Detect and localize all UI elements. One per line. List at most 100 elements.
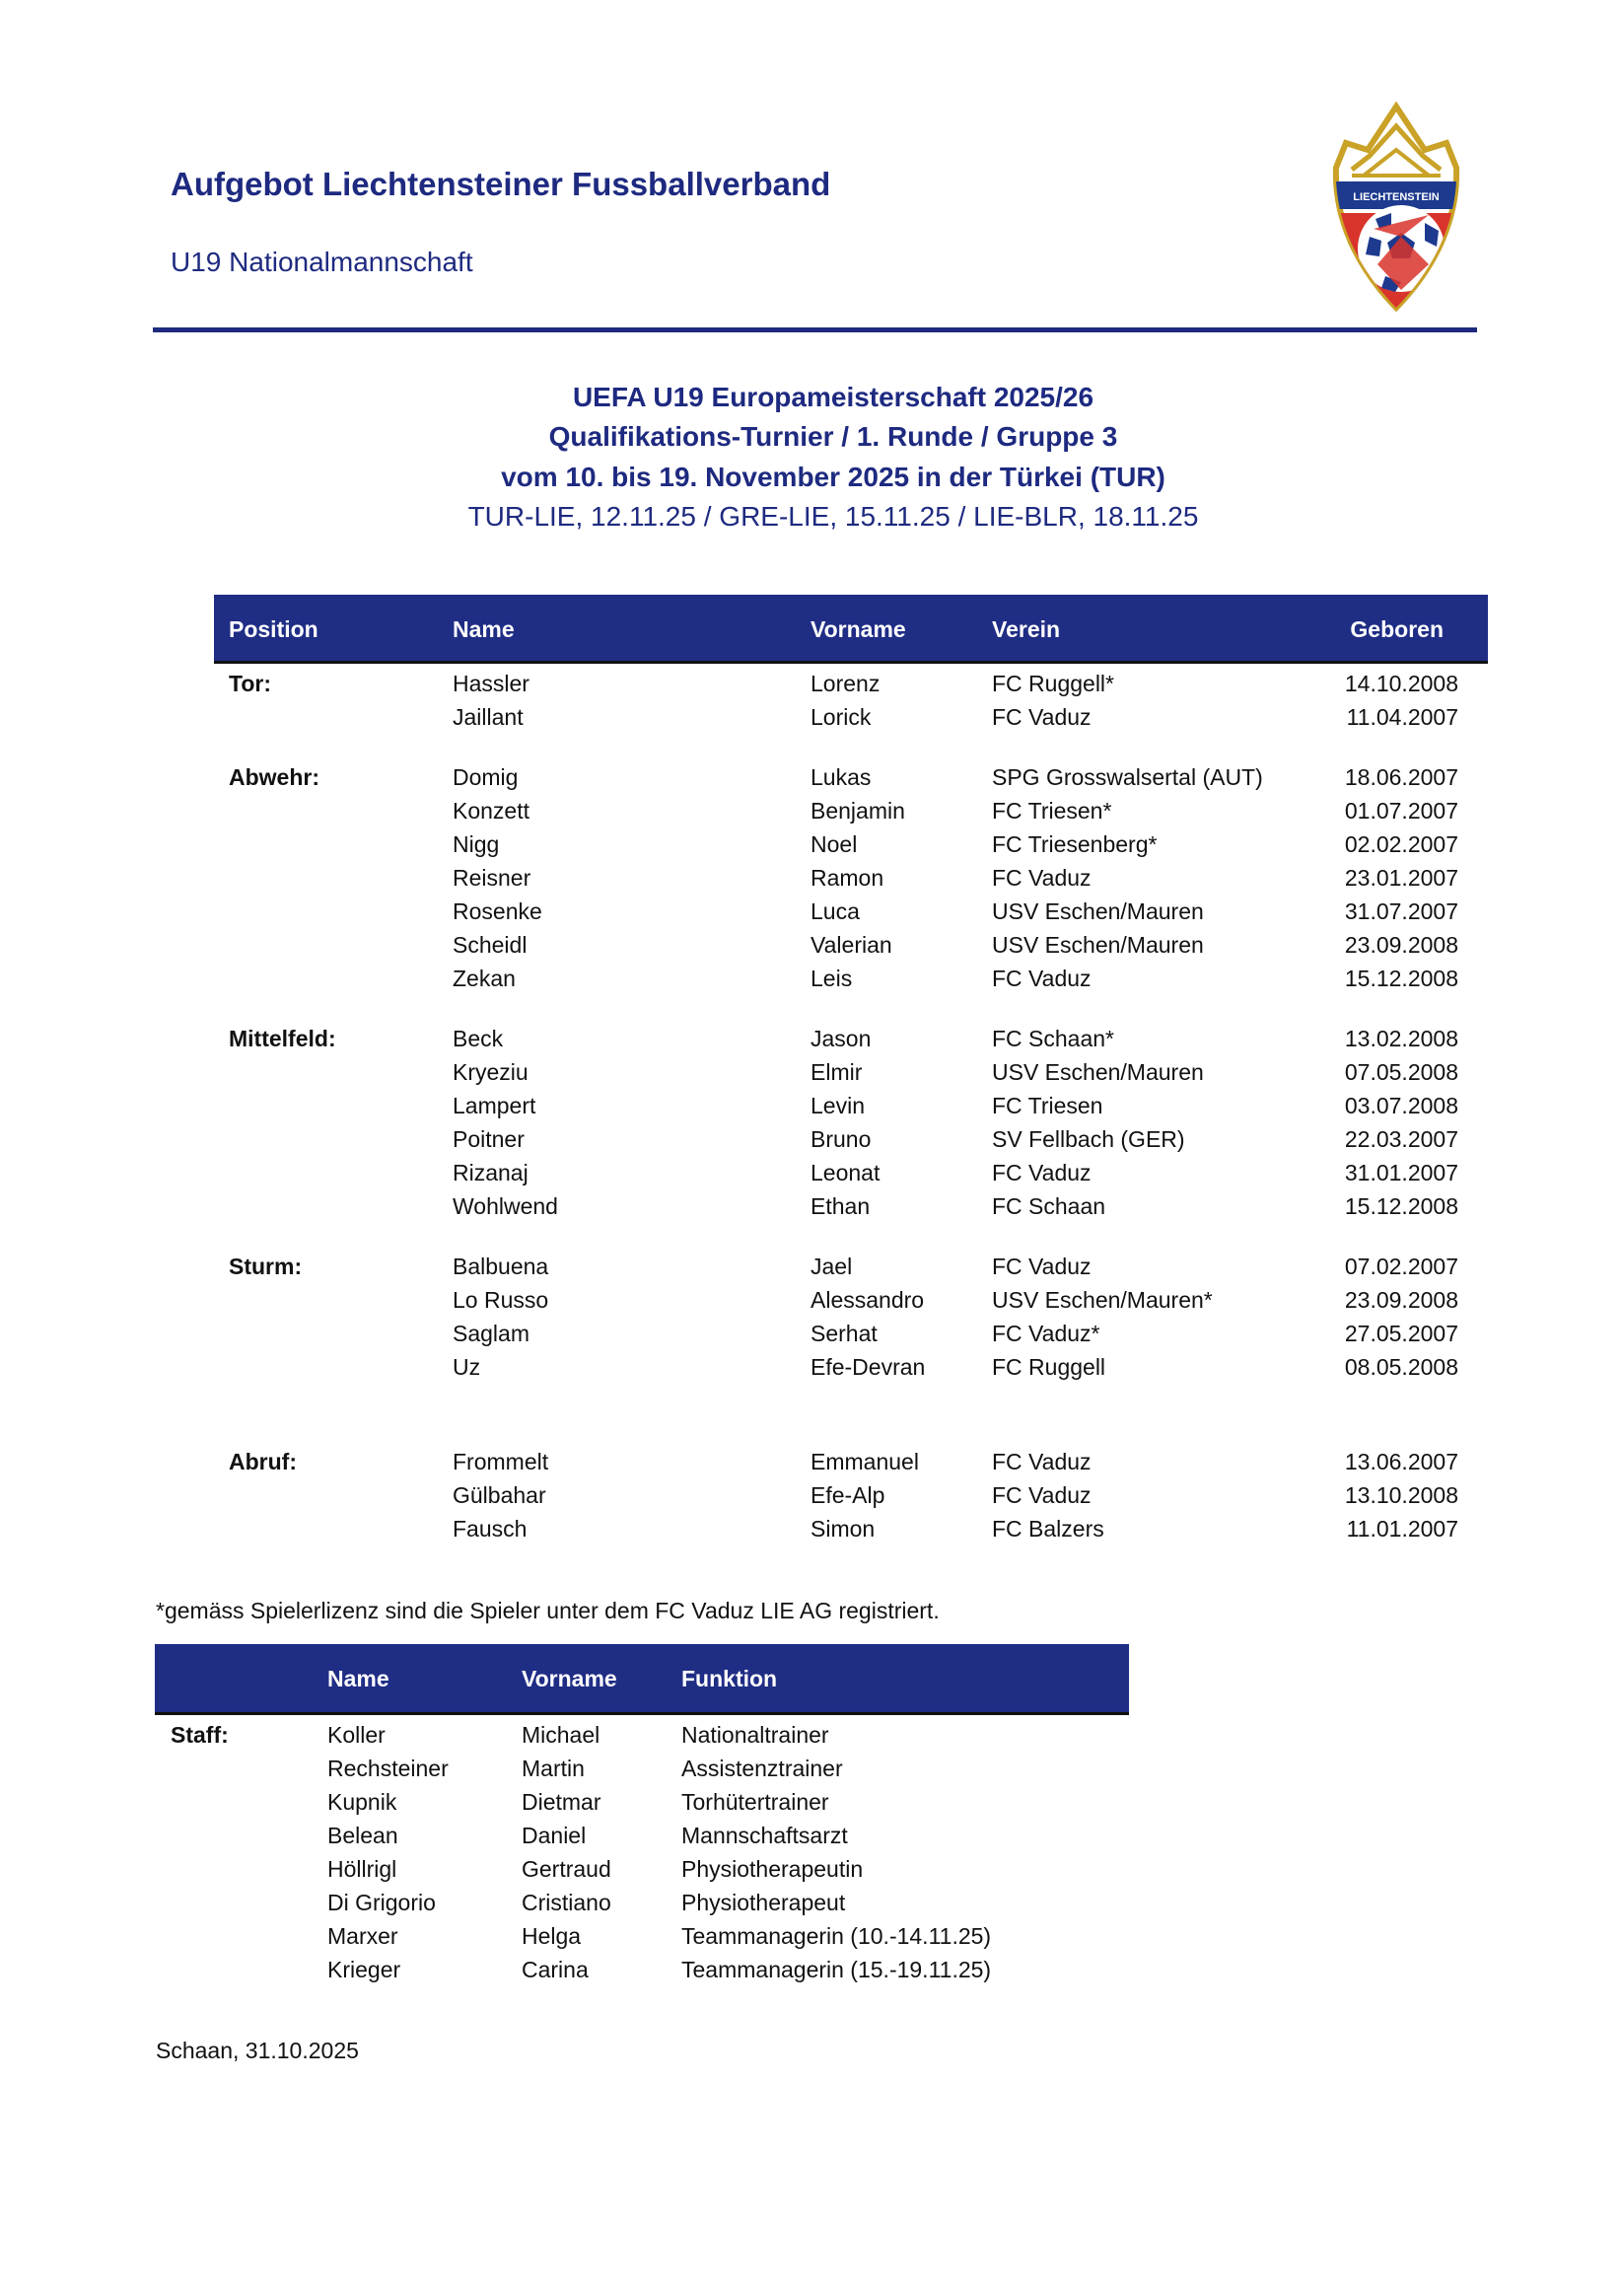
- player-name: Balbuena: [453, 1254, 549, 1279]
- player-club: FC Vaduz*: [992, 1321, 1100, 1346]
- table-row: Nigg Noel FC Triesenberg* 02.02.2007: [214, 827, 1488, 861]
- player-name: Kryeziu: [453, 1059, 529, 1085]
- player-club: FC Triesen*: [992, 798, 1112, 824]
- player-firstname: Lukas: [811, 764, 872, 790]
- player-birthdate: 15.12.2008: [1344, 1193, 1458, 1219]
- table-row: Lampert Levin FC Triesen 03.07.2008: [214, 1089, 1488, 1122]
- player-club: FC Triesenberg*: [992, 831, 1158, 857]
- table-row: Staff: Koller Michael Nationaltrainer: [155, 1718, 1129, 1752]
- player-firstname: Valerian: [811, 932, 892, 958]
- player-name: Rizanaj: [453, 1160, 529, 1185]
- page-title: Aufgebot Liechtensteiner Fussballverband: [171, 166, 831, 202]
- staff-firstname: Dietmar: [522, 1789, 601, 1815]
- player-firstname: Leonat: [811, 1160, 881, 1185]
- player-club: USV Eschen/Mauren: [992, 1059, 1204, 1085]
- staff-table-header: Name Vorname Funktion: [155, 1644, 1129, 1715]
- col-geboren: Geboren: [1350, 616, 1444, 642]
- staff-name: Rechsteiner: [327, 1756, 449, 1781]
- staff-function: Nationaltrainer: [681, 1722, 829, 1748]
- player-club: FC Schaan*: [992, 1026, 1115, 1051]
- table-row: Kryeziu Elmir USV Eschen/Mauren 07.05.2008: [214, 1055, 1488, 1089]
- player-club: FC Ruggell*: [992, 671, 1114, 696]
- position-label: Mittelfeld:: [229, 1026, 336, 1051]
- table-row: Rosenke Luca USV Eschen/Mauren 31.07.2007: [214, 895, 1488, 928]
- player-group: Abruf: Frommelt Emmanuel FC Vaduz 13.06.2007…: [214, 1445, 1488, 1545]
- lfv-logo: LIECHTENSTEIN: [1332, 101, 1460, 313]
- player-firstname: Benjamin: [811, 798, 905, 824]
- header-divider: [153, 327, 1477, 332]
- player-firstname: Emmanuel: [811, 1449, 919, 1474]
- players-table-body: Tor: Hassler Lorenz FC Ruggell* 14.10.2008 Ja…: [214, 667, 1488, 1545]
- player-birthdate: 07.02.2007: [1344, 1254, 1458, 1279]
- player-firstname: Serhat: [811, 1321, 878, 1346]
- player-firstname: Alessandro: [811, 1287, 925, 1313]
- col-verein: Verein: [992, 616, 1061, 642]
- staff-name: Koller: [327, 1722, 386, 1748]
- table-row: Lo Russo Alessandro USV Eschen/Mauren* 23.0…: [214, 1283, 1488, 1317]
- staff-firstname: Gertraud: [522, 1856, 611, 1882]
- col-vorname: Vorname: [522, 1666, 617, 1691]
- player-club: FC Vaduz: [992, 1254, 1092, 1279]
- player-name: Reisner: [453, 865, 531, 891]
- player-birthdate: 02.02.2007: [1344, 831, 1458, 857]
- staff-name: Kupnik: [327, 1789, 397, 1815]
- player-birthdate: 01.07.2007: [1344, 798, 1458, 824]
- player-firstname: Luca: [811, 898, 860, 924]
- footnote: *gemäss Spielerlizenz sind die Spieler u…: [156, 1598, 940, 1623]
- staff-name: Marxer: [327, 1923, 398, 1949]
- staff-name: Höllrigl: [327, 1856, 397, 1882]
- position-label: Abwehr:: [229, 764, 319, 790]
- player-name: Fausch: [453, 1516, 528, 1542]
- player-club: FC Vaduz: [992, 1160, 1092, 1185]
- player-birthdate: 18.06.2007: [1344, 764, 1458, 790]
- table-row: Jaillant Lorick FC Vaduz 11.04.2007: [214, 700, 1488, 734]
- table-row: Rechsteiner Martin Assistenztrainer: [155, 1752, 1129, 1785]
- player-birthdate: 23.09.2008: [1344, 1287, 1458, 1313]
- staff-function: Mannschaftsarzt: [681, 1823, 848, 1848]
- player-name: Wohlwend: [453, 1193, 558, 1219]
- table-row: Zekan Leis FC Vaduz 15.12.2008: [214, 962, 1488, 995]
- table-row: Krieger Carina Teammanagerin (15.-19.11.25…: [155, 1953, 1129, 1986]
- player-birthdate: 22.03.2007: [1344, 1126, 1458, 1152]
- table-row: Saglam Serhat FC Vaduz* 27.05.2007: [214, 1317, 1488, 1350]
- player-club: FC Vaduz: [992, 865, 1092, 891]
- player-firstname: Jael: [811, 1254, 853, 1279]
- player-firstname: Levin: [811, 1093, 865, 1118]
- player-name: Scheidl: [453, 932, 528, 958]
- player-name: Lo Russo: [453, 1287, 549, 1313]
- position-label: Abruf:: [229, 1449, 297, 1474]
- player-name: Domig: [453, 764, 519, 790]
- table-row: Abwehr: Domig Lukas SPG Grosswalsertal (AUT…: [214, 760, 1488, 794]
- player-name: Gülbahar: [453, 1482, 546, 1508]
- table-row: Höllrigl Gertraud Physiotherapeutin: [155, 1852, 1129, 1886]
- col-position: Position: [229, 616, 318, 642]
- player-club: FC Vaduz: [992, 966, 1092, 991]
- event-round: Qualifikations-Turnier / 1. Runde / Grup…: [548, 421, 1118, 452]
- player-birthdate: 03.07.2008: [1344, 1093, 1458, 1118]
- player-name: Zekan: [453, 966, 516, 991]
- player-group: Sturm: Balbuena Jael FC Vaduz 07.02.2007 Lo R…: [214, 1250, 1488, 1384]
- player-birthdate: 11.04.2007: [1346, 704, 1458, 730]
- staff-name: Belean: [327, 1823, 398, 1848]
- player-name: Konzett: [453, 798, 529, 824]
- event-dates: vom 10. bis 19. November 2025 in der Tür…: [501, 462, 1165, 492]
- staff-function: Teammanagerin (15.-19.11.25): [681, 1957, 992, 1982]
- player-firstname: Bruno: [811, 1126, 872, 1152]
- player-name: Saglam: [453, 1321, 529, 1346]
- player-name: Nigg: [453, 831, 500, 857]
- player-birthdate: 11.01.2007: [1346, 1516, 1458, 1542]
- player-club: FC Vaduz: [992, 1482, 1092, 1508]
- player-birthdate: 31.07.2007: [1344, 898, 1458, 924]
- table-row: Sturm: Balbuena Jael FC Vaduz 07.02.2007: [214, 1250, 1488, 1283]
- player-name: Hassler: [453, 671, 529, 696]
- player-name: Rosenke: [453, 898, 542, 924]
- table-row: Abruf: Frommelt Emmanuel FC Vaduz 13.06.2007: [214, 1445, 1488, 1478]
- table-row: Di Grigorio Cristiano Physiotherapeut: [155, 1886, 1129, 1919]
- staff-function: Assistenztrainer: [681, 1756, 843, 1781]
- player-club: SPG Grosswalsertal (AUT): [992, 764, 1263, 790]
- table-row: Gülbahar Efe-Alp FC Vaduz 13.10.2008: [214, 1478, 1488, 1512]
- player-club: USV Eschen/Mauren*: [992, 1287, 1213, 1313]
- staff-firstname: Helga: [522, 1923, 582, 1949]
- page-subtitle: U19 Nationalmannschaft: [171, 247, 473, 277]
- table-row: Rizanaj Leonat FC Vaduz 31.01.2007: [214, 1156, 1488, 1189]
